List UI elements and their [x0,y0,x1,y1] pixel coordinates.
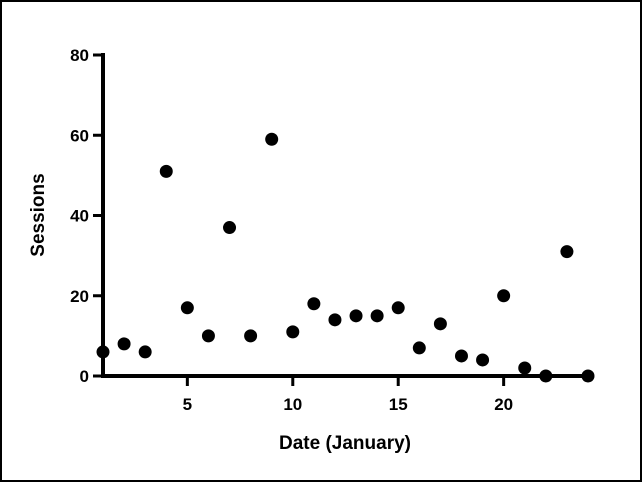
ticks: 0 20 40 60 80 5 10 15 20 [70,46,513,414]
data-point [370,309,384,323]
data-point [265,132,279,146]
y-tick-label: 60 [70,126,89,145]
data-point [433,317,447,331]
data-point [138,345,152,359]
data-point [307,297,321,311]
data-point [391,301,405,315]
data-point [560,245,574,259]
data-point [117,337,131,351]
data-point [497,289,511,303]
x-tick-label: 20 [494,395,513,414]
data-point [349,309,363,323]
data-point [328,313,342,327]
data-point [180,301,194,315]
x-axis-title: Date (January) [279,433,411,454]
data-point [201,329,215,343]
data-point [539,369,553,383]
x-tick-label: 5 [183,395,192,414]
y-tick-label: 80 [70,46,89,65]
y-tick-label: 0 [80,367,89,386]
data-point [476,353,490,367]
x-tick-label: 15 [389,395,408,414]
data-point [518,361,532,375]
data-points [96,132,595,383]
x-tick-label: 10 [283,395,302,414]
data-point [96,345,110,359]
data-point [286,325,300,339]
data-point [581,369,595,383]
data-point [244,329,258,343]
data-point [159,164,173,178]
data-point [223,221,237,235]
data-point [454,349,468,363]
y-tick-label: 20 [70,287,89,306]
y-axis-title: Sessions [28,173,49,256]
data-point [412,341,426,355]
y-tick-label: 40 [70,207,89,226]
